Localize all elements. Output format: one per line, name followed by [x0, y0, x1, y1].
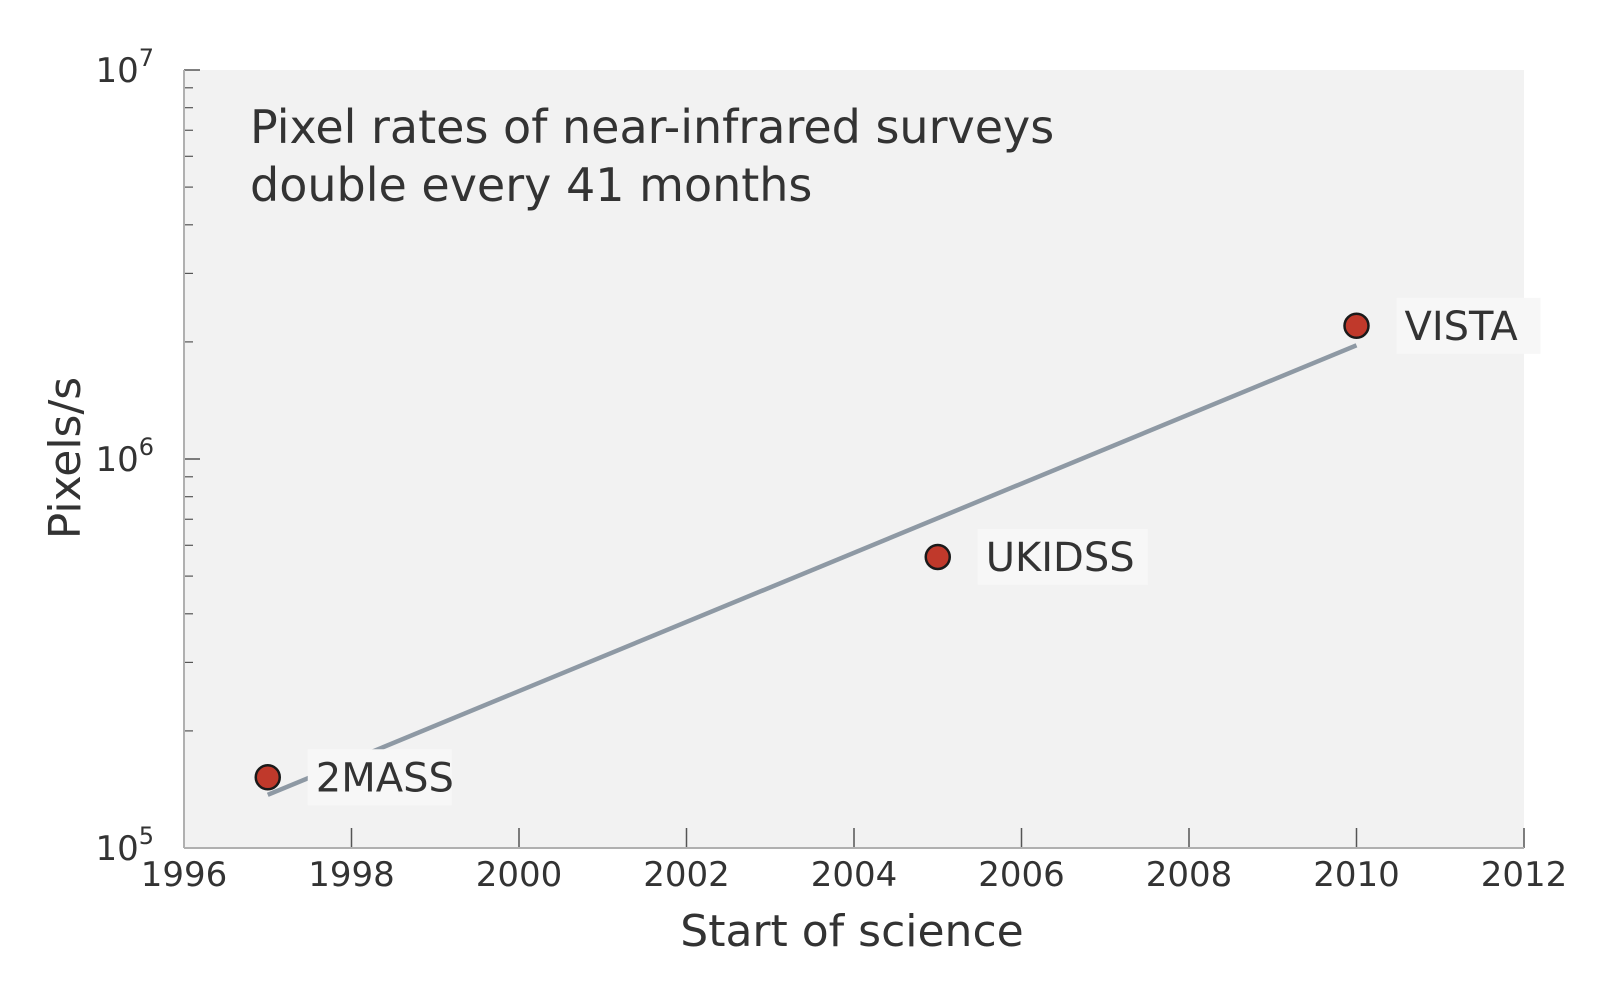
plot-area	[184, 70, 1524, 848]
point-label-ukidss: UKIDSS	[986, 535, 1135, 581]
y-axis-title: Pixels/s	[40, 377, 91, 539]
annotation-line-2: double every 41 months	[250, 158, 812, 212]
trend-line	[266, 343, 1358, 797]
annotation-line-1: Pixel rates of near-infrared surveys	[250, 100, 1054, 154]
x-ticks: 1996 1998 2000 2002 2004 2006 2008 2010 2012	[141, 828, 1568, 895]
point-ukidss	[924, 543, 951, 571]
point-vista	[1343, 312, 1370, 340]
label-bg-vista	[1396, 297, 1541, 354]
x-tick-label: 2006	[978, 855, 1065, 895]
point-label-2mass: 2MASS	[316, 755, 454, 801]
y-tick-label: 107	[95, 44, 154, 91]
y-major-ticks: 105 106 107	[95, 44, 200, 869]
x-tick-label: 1998	[308, 855, 395, 895]
trend-layer	[266, 343, 1358, 797]
y-minor-ticks	[184, 87, 193, 732]
x-tick-label: 1996	[141, 855, 228, 895]
x-tick-label: 2010	[1313, 855, 1400, 895]
x-tick-label: 2000	[476, 855, 563, 895]
x-axis-title: Start of science	[680, 906, 1023, 957]
point-label-vista: VISTA	[1405, 304, 1519, 350]
x-tick-label: 2008	[1146, 855, 1233, 895]
x-tick-label: 2012	[1481, 855, 1568, 895]
x-tick-label: 2004	[811, 855, 898, 895]
point-2mass	[254, 764, 281, 791]
y-tick-label: 106	[95, 433, 154, 480]
label-bg-ukidss	[977, 528, 1148, 585]
points-layer: 2MASS UKIDSS VISTA	[254, 297, 1541, 806]
x-tick-label: 2002	[643, 855, 730, 895]
label-bg-2mass	[307, 749, 452, 806]
y-tick-label: 105	[95, 822, 154, 869]
